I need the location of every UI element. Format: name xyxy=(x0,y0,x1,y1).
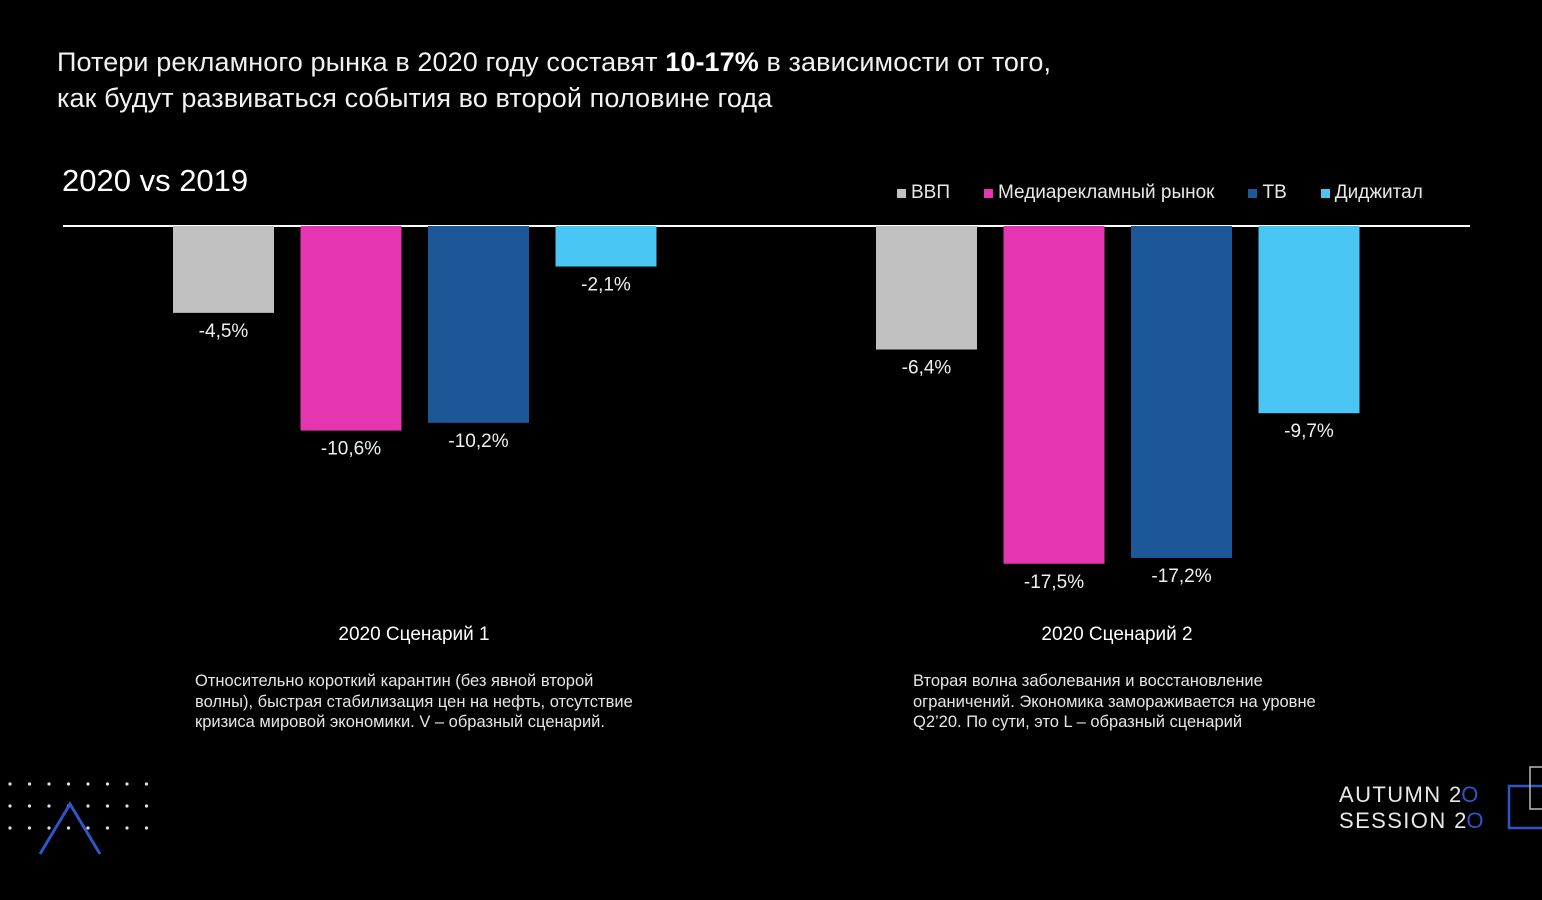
dot xyxy=(47,804,51,808)
corner-frame-icon xyxy=(1507,766,1542,830)
data-label: -17,2% xyxy=(1151,566,1211,587)
scenario-2-title: 2020 Сценарий 2 xyxy=(1041,624,1193,645)
scenario-2-description: Вторая волна заболевания и восстановлени… xyxy=(913,671,1316,733)
dot xyxy=(144,804,149,808)
dot xyxy=(125,826,129,830)
dot xyxy=(8,826,12,830)
bar xyxy=(876,226,977,350)
dot xyxy=(125,804,129,808)
page-title: Потери рекламного рынка в 2020 году сост… xyxy=(57,44,1257,116)
dotted-logo-icon xyxy=(8,782,149,855)
dot xyxy=(8,782,12,786)
scenario-1-title: 2020 Сценарий 1 xyxy=(338,624,490,645)
bar xyxy=(1258,226,1360,414)
legend-swatch xyxy=(1320,188,1330,198)
dot xyxy=(105,782,110,786)
scenario-1-description: Относительно короткий карантин (без явно… xyxy=(195,671,633,733)
dot xyxy=(8,804,12,808)
legend-label: ТВ xyxy=(1262,182,1287,203)
dot xyxy=(66,782,71,786)
dot xyxy=(27,826,32,830)
scenario-2-desc-line: Q2’20. По сути, это L – образный сценари… xyxy=(913,713,1243,731)
legend-item: Медиарекламный рынок xyxy=(984,182,1214,204)
scenario-1-desc-line: волны), быстрая стабилизация цен на нефт… xyxy=(195,692,633,711)
legend-swatch xyxy=(897,188,906,198)
bar-chart: -4,5% -10,6% -10,2% -2,1% -6,4% -17,5% -17,2% -… xyxy=(63,225,1470,593)
scenario-2-desc-line: Вторая волна заболевания и восстановлени… xyxy=(913,672,1263,690)
data-label: -4,5% xyxy=(199,321,249,342)
bar xyxy=(173,226,274,313)
dot xyxy=(144,826,149,830)
data-label: -10,2% xyxy=(448,431,508,452)
data-label: -17,5% xyxy=(1024,572,1084,593)
legend-label: Медиарекламный рынок xyxy=(998,182,1215,203)
dot xyxy=(47,826,51,830)
data-label: -2,1% xyxy=(581,275,631,296)
legend-label: ВВП xyxy=(911,182,951,203)
title-line-2: как будут развиваться события во второй … xyxy=(57,83,773,113)
chevron-logo-icon xyxy=(38,801,102,855)
chart-legend: ВВП Медиарекламный рынок ТВ Диджитал xyxy=(897,182,1423,204)
legend-item: ТВ xyxy=(1248,182,1287,204)
dot xyxy=(86,782,90,786)
legend-item: Диджитал xyxy=(1320,182,1423,204)
brand-number: 2 xyxy=(1454,808,1467,833)
legend-item: ВВП xyxy=(897,182,950,204)
brand-logo: AUTUMN 2O SESSION 2O xyxy=(1339,782,1485,834)
brand-number: 2 xyxy=(1449,782,1462,807)
legend-label: Диджитал xyxy=(1334,182,1423,203)
data-label: -6,4% xyxy=(902,358,952,379)
chart-title: 2020 vs 2019 xyxy=(62,163,249,198)
scenario-2-desc-line: ограничений. Экономика замораживается на… xyxy=(913,692,1316,711)
dot xyxy=(105,804,110,808)
brand-word: AUTUMN xyxy=(1339,782,1442,807)
data-label: -9,7% xyxy=(1284,421,1334,442)
dot xyxy=(144,782,149,786)
dot xyxy=(47,782,51,786)
brand-line-1: AUTUMN 2O xyxy=(1339,782,1485,808)
dot xyxy=(86,826,90,830)
scenario-1-desc-line: Относительно короткий карантин (без явно… xyxy=(195,672,594,690)
brand-word: SESSION xyxy=(1339,808,1447,833)
bar xyxy=(1003,226,1105,564)
dot xyxy=(27,782,32,786)
dot xyxy=(125,782,129,786)
legend-swatch xyxy=(984,188,994,198)
title-line-1: Потери рекламного рынка в 2020 году сост… xyxy=(57,44,1257,80)
bar xyxy=(1131,226,1232,558)
brand-line-2: SESSION 2O xyxy=(1339,808,1485,834)
legend-swatch xyxy=(1248,188,1258,198)
scenario-1-desc-line: кризиса мировой экономики. V – образный … xyxy=(195,713,605,731)
bar xyxy=(428,226,529,423)
dot xyxy=(27,804,32,808)
title-text-end: в зависимости от того, xyxy=(758,47,1052,77)
dot xyxy=(66,826,71,830)
dot xyxy=(105,826,110,830)
data-label: -10,6% xyxy=(321,439,381,460)
bar xyxy=(555,226,657,267)
bar xyxy=(300,226,402,431)
title-text: Потери рекламного рынка в 2020 году сост… xyxy=(57,47,666,77)
brand-accent: O xyxy=(1466,808,1485,833)
dot xyxy=(86,804,90,808)
title-highlight: 10-17% xyxy=(665,47,759,77)
brand-accent: O xyxy=(1461,782,1480,807)
